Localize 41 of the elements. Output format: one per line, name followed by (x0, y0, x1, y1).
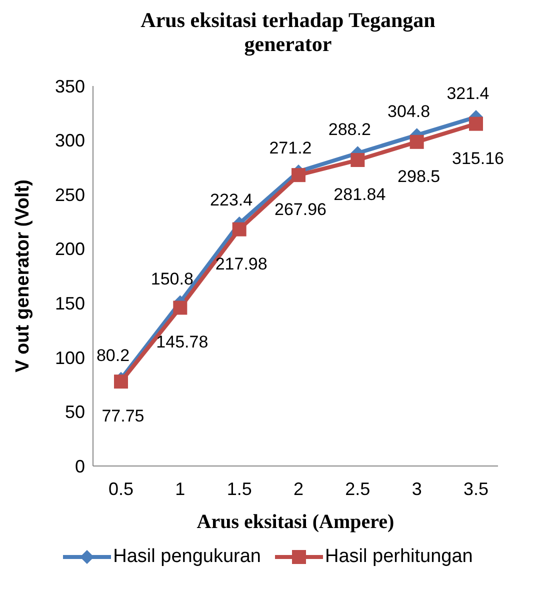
data-label: 217.98 (215, 254, 268, 274)
data-label: 321.4 (446, 84, 490, 104)
x-tick-label: 1 (175, 478, 186, 499)
x-tick-label: 1.5 (226, 478, 252, 499)
data-label: 315.16 (452, 148, 504, 168)
y-tick-label: 200 (54, 239, 85, 260)
data-label: 288.2 (328, 120, 371, 140)
data-label: 271.2 (269, 138, 312, 158)
y-tick-label: 350 (54, 76, 85, 96)
chart-title: Arus eksitasi terhadap Tegangan generator (140, 8, 436, 56)
y-axis-title: V out generator (Volt) (12, 180, 34, 372)
data-label: 150.8 (150, 269, 194, 288)
point (292, 168, 306, 182)
y-tick-label: 100 (54, 348, 85, 368)
point (469, 116, 483, 131)
point (232, 222, 246, 236)
data-label: 223.4 (210, 190, 253, 210)
x-tick-label: 3 (412, 478, 422, 499)
y-tick-label: 150 (54, 294, 85, 314)
data-label: 145.78 (156, 332, 208, 352)
x-tick-label: 2 (293, 478, 304, 499)
x-tick-label: 0.5 (108, 478, 134, 499)
point (173, 300, 188, 315)
data-label: 281.84 (334, 185, 386, 204)
y-tick-label: 50 (64, 402, 85, 422)
point (350, 153, 365, 167)
x-axis-title: Arus eksitasi (Ampere) (196, 511, 394, 533)
data-label: 80.2 (96, 346, 130, 365)
y-tick-label: 300 (54, 130, 85, 151)
x-tick-label: 3.5 (463, 478, 489, 499)
point (114, 374, 128, 389)
point (410, 134, 424, 149)
legend-label: Hasil pengukuran (113, 546, 261, 568)
x-tick-label: 2.5 (345, 478, 370, 499)
data-label: 267.96 (274, 200, 326, 220)
data-label: 298.5 (398, 166, 440, 186)
y-tick-label: 250 (54, 184, 85, 205)
legend-label: Hasil perhitungan (325, 546, 473, 568)
data-label: 77.75 (102, 406, 144, 426)
data-label: 304.8 (388, 102, 430, 122)
y-tick-label: 0 (74, 456, 85, 476)
